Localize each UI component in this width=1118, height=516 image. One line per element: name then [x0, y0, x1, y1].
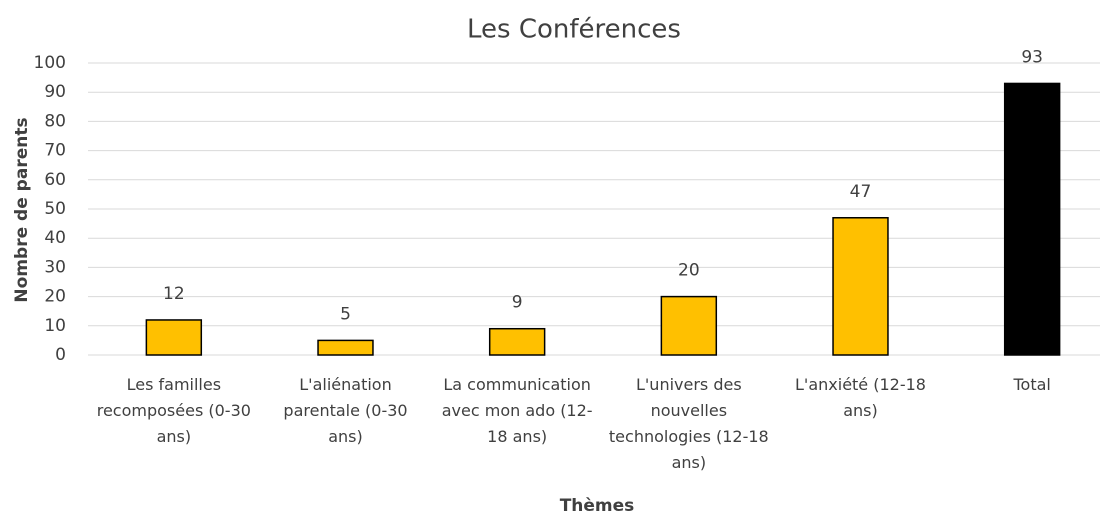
y-tick-label: 30: [44, 257, 66, 277]
bar: [145, 319, 203, 356]
y-tick-label: 90: [44, 82, 66, 102]
x-tick-label: La communication avec mon ado (12-18 ans…: [441, 375, 593, 446]
x-tick-label: L'univers des nouvelles technologies (12…: [608, 375, 769, 472]
x-tick-label: L'aliénation parentale (0-30 ans): [283, 375, 408, 446]
y-tick-label: 70: [44, 141, 66, 161]
y-tick-label: 20: [44, 287, 66, 307]
data-label: 5: [340, 304, 351, 324]
bar: [832, 217, 889, 356]
x-tick-label: Total: [1013, 375, 1051, 394]
y-axis-title: Nombre de parents: [12, 117, 32, 302]
y-tick-label: 80: [44, 111, 66, 131]
y-tick-label: 100: [34, 53, 66, 73]
bar: [317, 339, 374, 356]
x-tick-label: Les familles recomposées (0-30 ans): [96, 375, 251, 446]
y-tick-label: 60: [44, 170, 66, 190]
bar: [488, 327, 546, 356]
bar: [1003, 82, 1061, 356]
chart-title: Les Conférences: [467, 15, 681, 45]
x-axis-title: Thèmes: [560, 496, 635, 516]
data-label: 9: [512, 293, 523, 313]
data-label: 12: [163, 284, 185, 304]
y-tick-label: 10: [44, 316, 66, 336]
data-label: 47: [850, 182, 872, 202]
y-tick-label: 40: [44, 228, 66, 248]
y-tick-label: 0: [55, 345, 66, 365]
data-label: 20: [678, 261, 700, 281]
data-label: 93: [1021, 47, 1043, 67]
bar: [660, 295, 718, 356]
x-tick-label: L'anxiété (12-18 ans): [795, 375, 926, 420]
y-tick-label: 50: [44, 199, 66, 219]
